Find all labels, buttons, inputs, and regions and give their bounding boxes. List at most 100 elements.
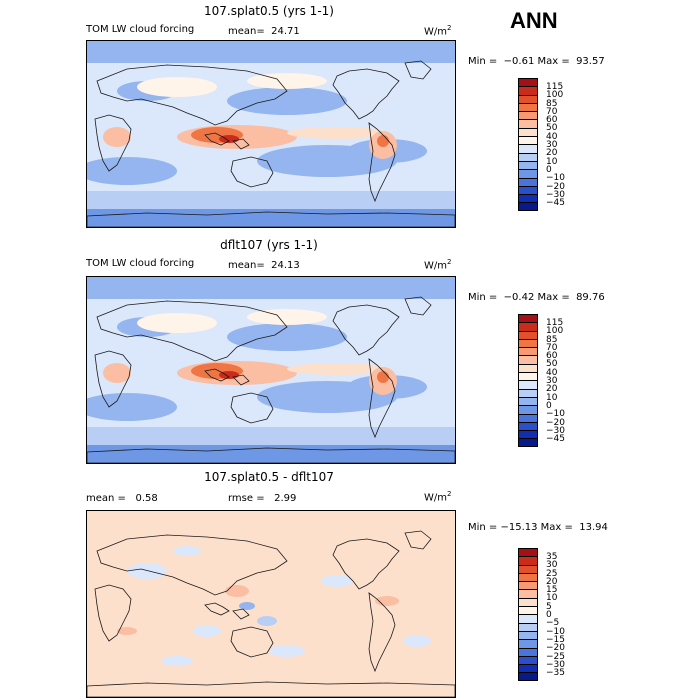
colorbar-tick-label: −45 — [546, 434, 565, 445]
amazon-core — [377, 371, 389, 383]
midlatitude-cloud — [137, 313, 217, 333]
colorbar-tick-label: 10 — [546, 392, 558, 403]
colorbar-tick-label: 0 — [546, 400, 552, 411]
panel-2-minmax: Min = −0.42 Max = 89.76 — [468, 292, 605, 303]
colorbar-swatch — [518, 127, 538, 137]
colorbar-tick-label: 115 — [546, 82, 564, 92]
colorbar-swatch — [518, 144, 538, 153]
colorbar-swatch — [518, 413, 538, 422]
colorbar-swatch — [518, 355, 538, 364]
coastline — [94, 114, 132, 172]
colorbar-swatch — [518, 330, 538, 339]
colorbar-tick-label: 100 — [546, 90, 564, 101]
coastline — [204, 132, 230, 146]
colorbar-tick-label: 85 — [546, 334, 558, 345]
colorbar-swatch — [518, 119, 538, 128]
colorbar-tick-label: −20 — [546, 181, 565, 192]
subtropical-dry-zone — [87, 157, 177, 185]
panel-2-unit: W/m2 — [424, 258, 452, 272]
colorbar-tick-label: 30 — [546, 376, 558, 387]
season-label: ANN — [510, 8, 558, 33]
colorbar-swatch — [518, 347, 538, 356]
colorbar-tick-label: 60 — [546, 351, 558, 362]
colorbar-tick-label: −25 — [546, 651, 565, 662]
panel-2-colorbar-labels: 115 100 85 70 60 50 40 30 20 10 0 −10 −20 −30 −45 — [546, 318, 565, 445]
colorbar-swatch — [518, 136, 538, 145]
colorbar-tick-label: 0 — [546, 610, 552, 621]
panel-3-unit: W/m2 — [424, 490, 452, 504]
subtropical-dry-zone — [87, 393, 177, 421]
colorbar-tick-label: 0 — [546, 164, 552, 175]
colorbar-swatch — [518, 589, 538, 598]
colorbar-tick-label: 20 — [546, 148, 558, 159]
colorbar-tick-label: 40 — [546, 131, 558, 142]
colorbar-tick-label: 60 — [546, 115, 558, 126]
colorbar-tick-label: 100 — [546, 326, 564, 337]
anomaly-patch — [403, 635, 431, 647]
colorbar-swatch — [518, 86, 538, 95]
coastline — [230, 156, 274, 188]
colorbar-swatch — [518, 405, 538, 414]
panel-2-title: dflt107 (yrs 1-1) — [220, 238, 318, 252]
colorbar-swatch — [518, 581, 538, 590]
anomaly-patch — [161, 656, 193, 666]
colorbar-swatch — [518, 639, 538, 648]
amazon-core — [377, 135, 389, 147]
colorbar-tick-label: 30 — [546, 140, 558, 151]
colorbar-swatch — [518, 194, 538, 203]
colorbar-swatch — [518, 438, 538, 447]
colorbar-swatch — [518, 363, 538, 373]
colorbar-swatch — [518, 388, 538, 397]
colorbar-tick-label: 25 — [546, 568, 558, 579]
coastline — [96, 534, 288, 596]
colorbar-swatch — [518, 169, 538, 178]
panel-2-left-label: TOM LW cloud forcing — [86, 258, 195, 269]
africa-convection — [103, 127, 131, 147]
panel-3-minmax: Min = −15.13 Max = 13.94 — [468, 522, 608, 533]
colorbar-swatch — [518, 430, 538, 439]
coastline — [332, 538, 400, 590]
antarctic-band — [87, 445, 455, 463]
colorbar-tick-label: 40 — [546, 367, 558, 378]
coastline — [232, 138, 250, 150]
antarctic-band — [87, 209, 455, 227]
coastline — [87, 211, 455, 227]
colorbar-tick-label: 35 — [546, 552, 558, 562]
panel-3-mean-label: mean = 0.58 — [86, 493, 158, 504]
colorbar-tick-label: 50 — [546, 359, 558, 370]
colorbar-swatch — [518, 160, 538, 170]
colorbar-swatch — [518, 597, 538, 607]
panel-3-colorbar — [518, 548, 538, 681]
colorbar-tick-label: −10 — [546, 409, 565, 420]
anomaly-patch — [321, 575, 353, 587]
colorbar-swatch — [518, 314, 538, 323]
coastline — [94, 584, 132, 642]
colorbar-swatch — [518, 564, 538, 573]
colorbar-tick-label: −30 — [546, 659, 565, 670]
colorbar-swatch — [518, 380, 538, 389]
colorbar-swatch — [518, 322, 538, 331]
colorbar-swatch — [518, 647, 538, 656]
colorbar-swatch — [518, 94, 538, 103]
anomaly-patch — [193, 625, 221, 637]
coastline — [404, 296, 432, 316]
colorbar-tick-label: 50 — [546, 123, 558, 134]
coastline — [230, 392, 274, 424]
panel-1-colorbar-labels: 115 100 85 70 60 50 40 30 20 10 0 −10 −20 −30 −45 — [546, 82, 565, 207]
colorbar-swatch — [518, 672, 538, 681]
colorbar-tick-label: −5 — [546, 618, 560, 629]
colorbar-tick-label: 10 — [546, 593, 558, 604]
coastline — [332, 304, 400, 356]
colorbar-tick-label: −10 — [546, 626, 565, 637]
colorbar-tick-label: 70 — [546, 342, 558, 353]
africa-convection — [103, 363, 131, 383]
colorbar-swatch — [518, 202, 538, 211]
colorbar-tick-label: 70 — [546, 106, 558, 117]
colorbar-tick-label: 20 — [546, 576, 558, 587]
colorbar-tick-label: −20 — [546, 643, 565, 654]
colorbar-swatch — [518, 556, 538, 565]
colorbar-tick-label: 30 — [546, 560, 558, 571]
panel-1-map — [86, 40, 456, 228]
panel-3-map-field — [87, 511, 455, 697]
anomaly-patch — [257, 616, 277, 626]
